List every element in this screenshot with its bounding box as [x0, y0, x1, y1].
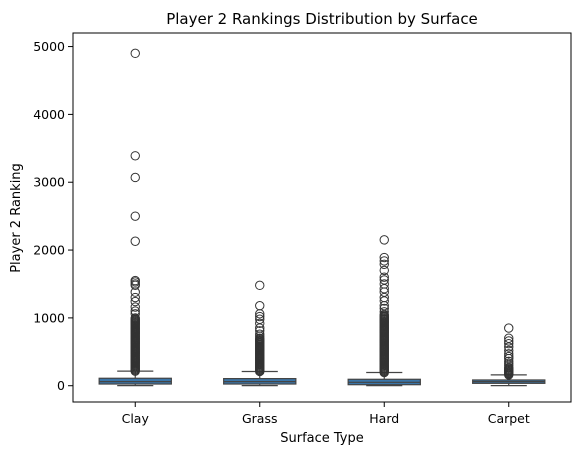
plot-area: [98, 48, 546, 387]
y-tick-label: 0: [57, 378, 65, 393]
outlier-point: [130, 211, 140, 221]
outlier-point: [255, 326, 265, 336]
outlier-point: [504, 349, 514, 359]
outlier-point: [255, 280, 265, 291]
outlier-point: [379, 272, 389, 282]
y-tick-label: 3000: [33, 175, 65, 190]
outlier-point: [130, 309, 140, 319]
box-grass: [223, 280, 297, 387]
y-axis-label: Player 2 Ranking: [9, 163, 24, 273]
outlier-point: [504, 336, 514, 346]
outlier-point: [379, 275, 389, 285]
outlier-point: [130, 275, 140, 286]
x-tick-label: Grass: [242, 411, 278, 426]
x-tick-label: Clay: [122, 411, 150, 426]
y-tick-label: 4000: [33, 107, 65, 122]
y-tick-label: 1000: [33, 310, 65, 325]
outlier-point: [255, 329, 265, 339]
outlier-point: [504, 351, 514, 362]
box-hard: [347, 235, 421, 387]
outlier-point: [130, 306, 140, 316]
x-tick-label: Hard: [369, 411, 399, 426]
outlier-point: [379, 259, 389, 270]
outlier-point: [255, 311, 265, 322]
outlier-point: [255, 318, 265, 329]
outlier-point: [379, 235, 389, 245]
outlier-point: [379, 252, 389, 263]
y-tick-label: 5000: [33, 39, 65, 54]
outlier-point: [130, 151, 140, 161]
x-axis-label: Surface Type: [280, 431, 364, 446]
box-clay: [98, 48, 172, 387]
outlier-point: [379, 303, 389, 314]
outlier-point: [255, 300, 265, 311]
outlier-point: [130, 236, 140, 246]
outlier-point: [379, 265, 389, 276]
box-carpet: [472, 323, 546, 387]
x-tick-label: Carpet: [488, 411, 530, 426]
chart-title: Player 2 Rankings Distribution by Surfac…: [166, 10, 478, 28]
outlier-point: [504, 338, 514, 349]
outlier-point: [130, 172, 140, 183]
outlier-point: [255, 314, 265, 324]
outlier-point: [504, 323, 514, 333]
outlier-point: [379, 279, 389, 289]
outlier-point: [130, 296, 140, 307]
outlier-point: [130, 302, 140, 312]
outlier-point: [504, 356, 514, 367]
outlier-point: [504, 333, 514, 343]
plot-frame: [72, 32, 572, 403]
outlier-point: [130, 292, 140, 303]
outlier-point: [504, 345, 514, 356]
outlier-point: [130, 48, 140, 59]
outlier-point: [379, 256, 389, 266]
y-tick-label: 2000: [33, 243, 65, 258]
outlier-point: [130, 313, 140, 323]
outlier-point: [379, 307, 389, 317]
